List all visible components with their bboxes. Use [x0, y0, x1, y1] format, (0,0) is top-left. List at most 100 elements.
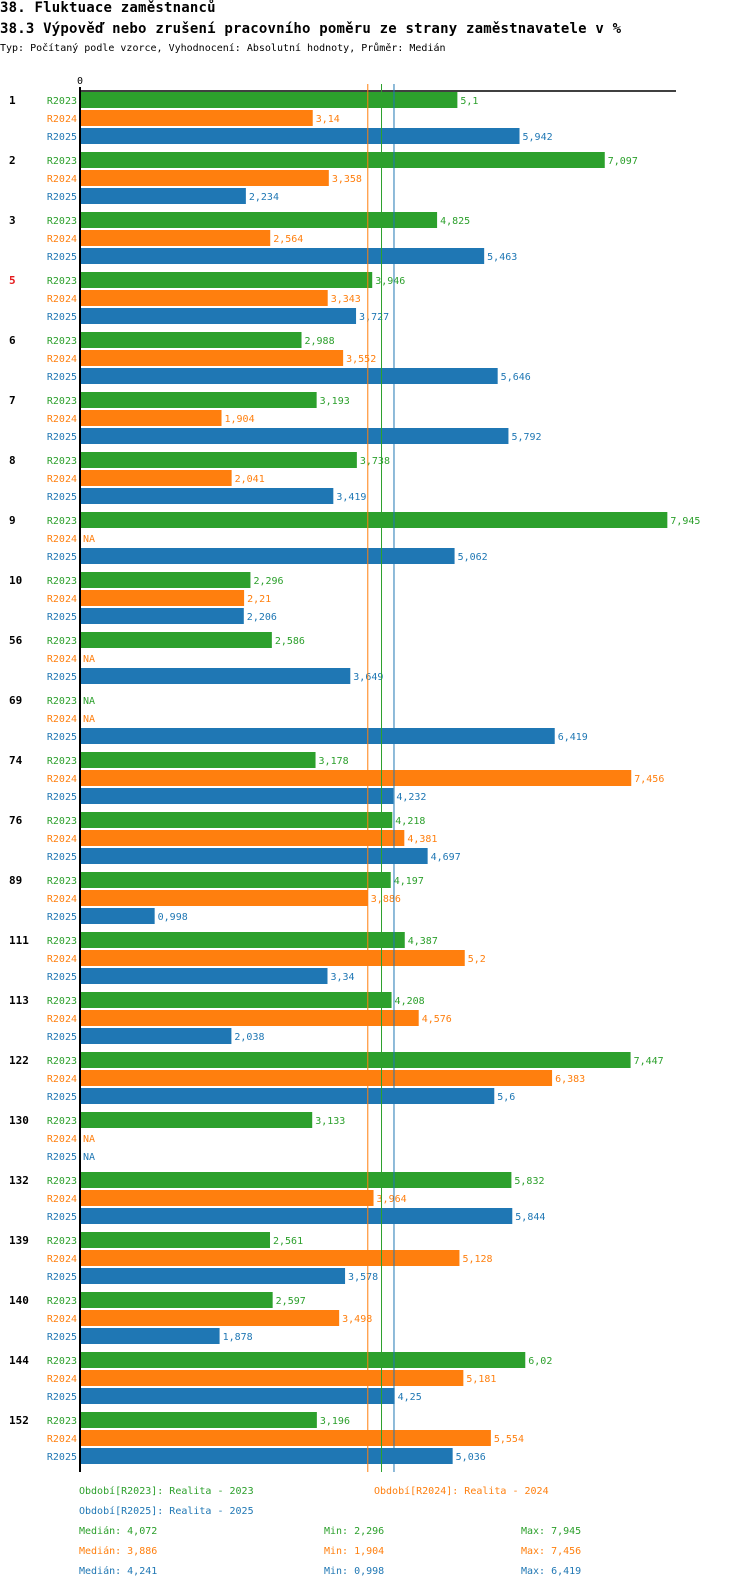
data-label: 4,218 [395, 816, 425, 827]
series-label: R2023 [47, 516, 77, 527]
bar [81, 590, 245, 606]
category-label: 122 [9, 1054, 29, 1067]
category-label: 113 [9, 994, 29, 1007]
series-label: R2025 [47, 552, 77, 563]
series-label: R2024 [47, 834, 77, 845]
chart-title: 38.3 Výpověď nebo zrušení pracovního pom… [0, 21, 622, 37]
data-label: 3,34 [330, 972, 354, 983]
data-label: 5,181 [466, 1374, 496, 1385]
bar [81, 170, 329, 186]
category-label: 132 [9, 1174, 29, 1187]
bar [81, 908, 155, 924]
series-label: R2024 [47, 1014, 77, 1025]
chart-info: Typ: Počítaný podle vzorce, Vyhodnocení:… [0, 43, 446, 54]
data-label: 4,697 [431, 852, 461, 863]
category-label: 9 [9, 514, 16, 527]
data-label: 3,578 [348, 1272, 378, 1283]
bar [81, 1052, 631, 1068]
data-label: 5,844 [515, 1212, 545, 1223]
series-label: R2024 [47, 1074, 77, 1085]
data-label: 5,554 [494, 1434, 524, 1445]
bar [81, 728, 555, 744]
na-label: NA [83, 1134, 95, 1145]
bar [81, 968, 328, 984]
category-label: 1 [9, 94, 16, 107]
bar [81, 812, 393, 828]
series-label: R2023 [47, 1416, 77, 1427]
series-label: R2023 [47, 336, 77, 347]
data-label: 3,196 [320, 1416, 350, 1427]
bar [81, 110, 313, 126]
series-label: R2024 [47, 534, 77, 545]
x-tick-label: 0 [77, 76, 83, 87]
bar [81, 1292, 273, 1308]
median-r2023: Medián: 4,072 [79, 1526, 158, 1537]
data-label: 1,904 [225, 414, 255, 425]
bar [81, 308, 357, 324]
data-label: 3,14 [316, 114, 340, 125]
bar [81, 152, 605, 168]
data-label: 2,561 [273, 1236, 303, 1247]
data-label: 5,2 [468, 954, 486, 965]
bar [81, 890, 368, 906]
data-label: 4,197 [394, 876, 424, 887]
series-label: R2025 [47, 192, 77, 203]
section-title: 38. Fluktuace zaměstnanců [0, 0, 216, 16]
data-label: 7,097 [608, 156, 638, 167]
series-label: R2024 [47, 174, 77, 185]
bar [81, 1412, 317, 1428]
bar [81, 512, 668, 528]
data-label: 2,21 [247, 594, 271, 605]
na-label: NA [83, 714, 95, 725]
data-label: 5,062 [458, 552, 488, 563]
min-r2023: Min: 2,296 [324, 1526, 385, 1537]
series-label: R2024 [47, 234, 77, 245]
data-label: 3,343 [331, 294, 361, 305]
data-label: 3,133 [315, 1116, 345, 1127]
data-label: 3,964 [377, 1194, 407, 1205]
series-label: R2023 [47, 936, 77, 947]
series-label: R2025 [47, 312, 77, 323]
series-label: R2025 [47, 1152, 77, 1163]
data-label: 4,208 [395, 996, 425, 1007]
series-label: R2024 [47, 954, 77, 965]
bar [81, 290, 328, 306]
bar [81, 1388, 395, 1404]
category-label: 144 [9, 1354, 29, 1367]
data-label: 3,498 [342, 1314, 372, 1325]
data-label: 3,358 [332, 174, 362, 185]
data-label: 3,419 [336, 492, 366, 503]
bar [81, 668, 351, 684]
series-label: R2025 [47, 492, 77, 503]
bar [81, 470, 232, 486]
data-label: 4,825 [440, 216, 470, 227]
bar [81, 350, 344, 366]
data-label: 5,463 [487, 252, 517, 263]
min-r2024: Min: 1,904 [324, 1546, 385, 1557]
bar [81, 188, 246, 204]
data-label: 4,387 [408, 936, 438, 947]
series-label: R2023 [47, 876, 77, 887]
bar [81, 368, 498, 384]
series-label: R2024 [47, 894, 77, 905]
min-r2025: Min: 0,998 [324, 1566, 385, 1577]
series-label: R2023 [47, 96, 77, 107]
bar [81, 230, 271, 246]
bar [81, 632, 272, 648]
series-label: R2024 [47, 1134, 77, 1145]
category-label: 56 [9, 634, 23, 647]
category-label: 3 [9, 214, 16, 227]
series-label: R2024 [47, 354, 77, 365]
data-label: 6,419 [558, 732, 588, 743]
category-label: 76 [9, 814, 23, 827]
series-label: R2025 [47, 852, 77, 863]
na-label: NA [83, 534, 95, 545]
data-label: 2,586 [275, 636, 305, 647]
series-label: R2023 [47, 216, 77, 227]
max-r2025: Max: 6,419 [521, 1566, 582, 1577]
series-label: R2024 [47, 774, 77, 785]
bar [81, 128, 520, 144]
bar [81, 992, 392, 1008]
series-label: R2024 [47, 1254, 77, 1265]
series-label: R2025 [47, 432, 77, 443]
